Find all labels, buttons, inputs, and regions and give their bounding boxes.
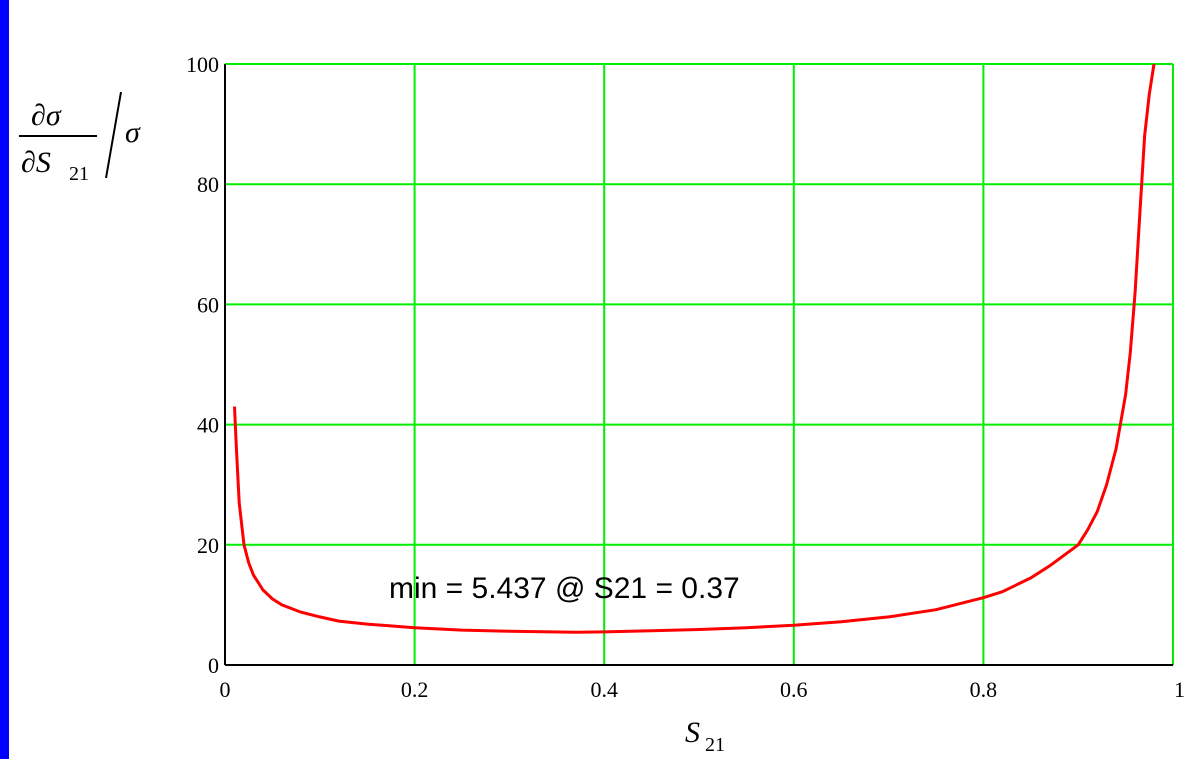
plot-panel: 0 0.2 0.4 0.6 0.8 1 0 20 40 60 80 100 min = 5.437 @…: [9, 0, 1190, 759]
x-label: S: [685, 716, 700, 749]
min-annotation: min = 5.437 @ S21 = 0.37: [389, 572, 740, 605]
y-tick-label: 60: [197, 292, 219, 317]
x-label-subscript: 21: [705, 734, 725, 756]
grid-lines: [224, 63, 1174, 666]
y-tick-label: 20: [197, 533, 219, 558]
chart: 0 0.2 0.4 0.6 0.8 1 0 20 40 60 80 100 min = 5.437 @…: [19, 52, 1185, 756]
x-tick-label: 0.6: [780, 677, 808, 702]
y-label-denominator: ∂S: [21, 146, 51, 179]
y-tick-label: 100: [186, 52, 219, 77]
y-tick-label: 0: [208, 653, 219, 678]
data-curve: [233, 63, 1156, 634]
x-tick-label: 1: [1174, 677, 1185, 702]
y-tick-label: 40: [197, 413, 219, 438]
y-tick-label: 80: [197, 172, 219, 197]
y-label-slash: [105, 91, 122, 179]
x-tick-label: 0.8: [970, 677, 998, 702]
x-tick-label: 0.2: [401, 677, 429, 702]
x-tick-label: 0.4: [590, 677, 618, 702]
y-label-numerator: ∂σ: [31, 99, 62, 132]
y-label-divisor: σ: [125, 116, 141, 149]
x-tick-label: 0: [220, 677, 231, 702]
tick-labels: 0 0.2 0.4 0.6 0.8 1 0 20 40 60 80 100: [186, 52, 1185, 702]
y-label-denominator-subscript: 21: [69, 163, 89, 185]
x-axis-label: S 21: [685, 716, 725, 756]
y-axis-label: ∂σ ∂S 21 σ: [19, 91, 141, 185]
